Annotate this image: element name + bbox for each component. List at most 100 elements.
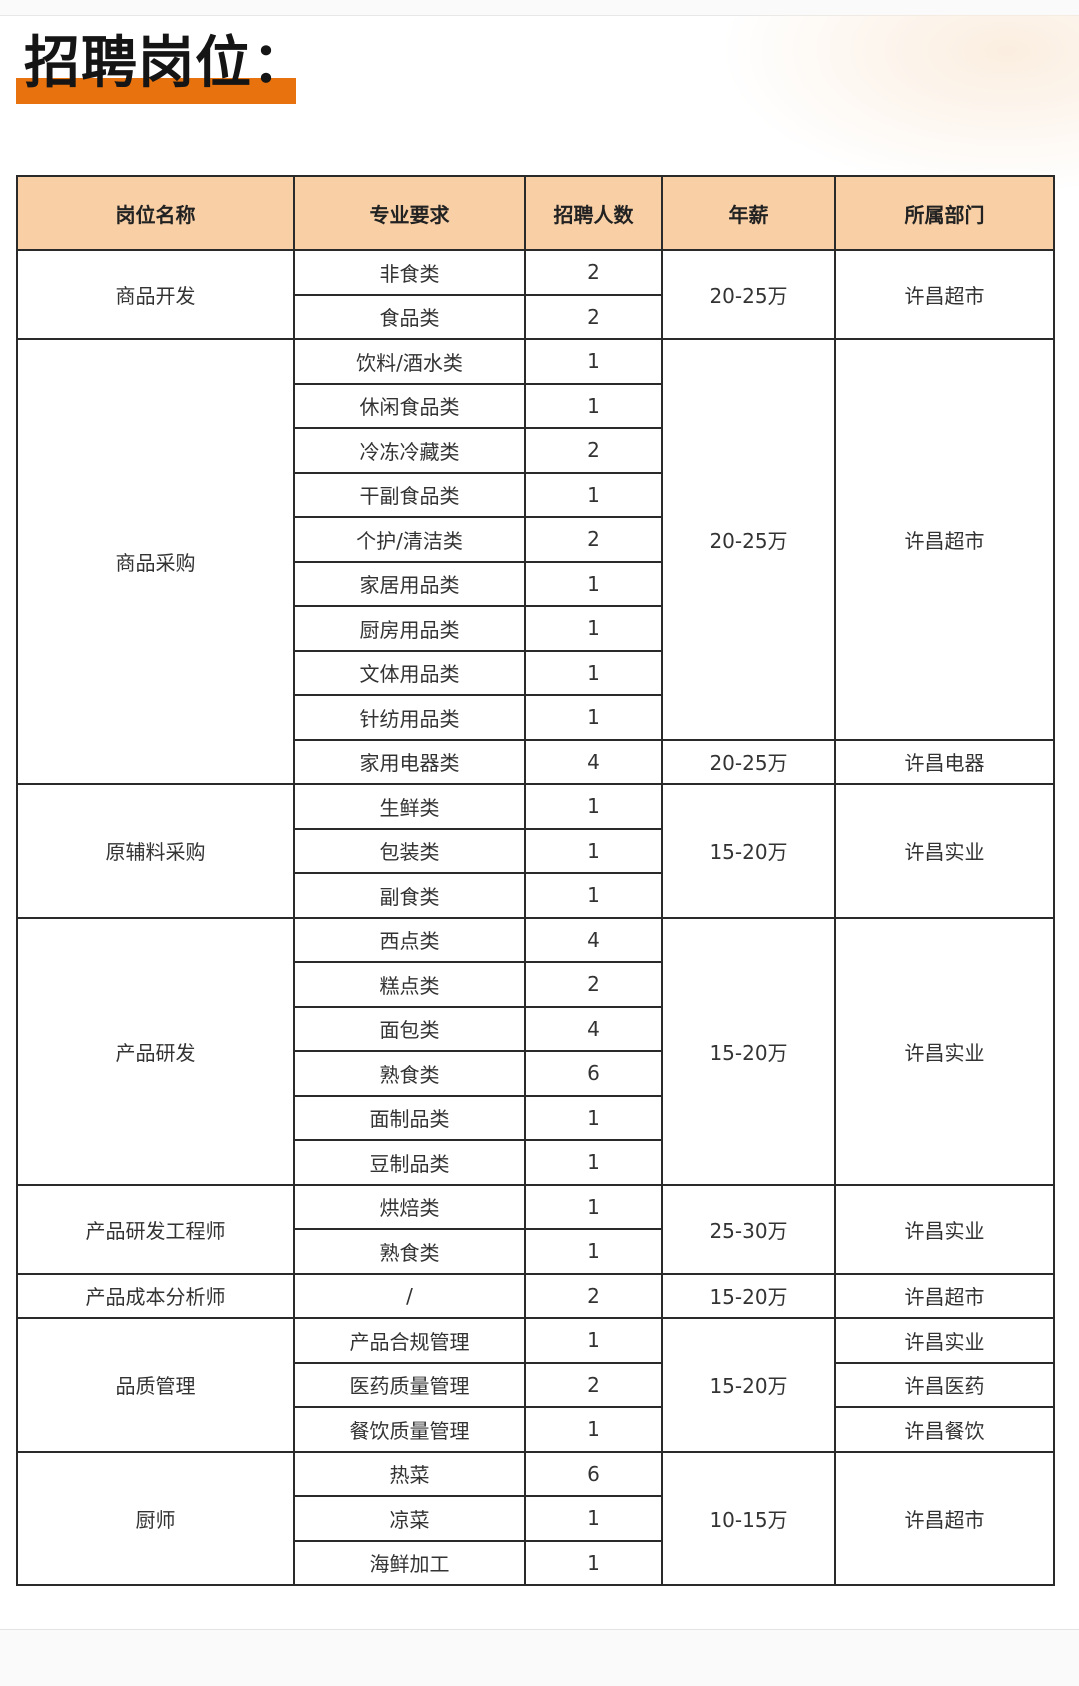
headcount-cell: 1 — [524, 694, 663, 741]
table-row: 豆制品类 1 — [17, 1139, 1054, 1186]
department-cell: 许昌实业 — [834, 916, 1055, 1186]
specialty-cell: 烘焙类 — [293, 1183, 526, 1230]
table-row: 餐饮质量管理 1 许昌餐饮 — [17, 1406, 1055, 1453]
headcount-cell: 1 — [524, 471, 663, 518]
specialty-cell: 包装类 — [293, 827, 526, 874]
headcount-cell: 1 — [524, 649, 663, 696]
table-row: 商品采购 饮料/酒水类 1 20-25万 许昌超市 — [16, 338, 1055, 785]
headcount-cell: 2 — [524, 293, 663, 340]
table-row: 面包类 4 — [17, 1005, 1054, 1052]
table-header-row: 岗位名称 专业要求 招聘人数 年薪 所属部门 — [16, 175, 1055, 251]
headcount-cell: 2 — [524, 1361, 663, 1408]
specialty-cell: 针纺用品类 — [293, 694, 526, 741]
table-row: 凉菜 1 — [17, 1495, 1054, 1542]
headcount-cell: 1 — [524, 1406, 663, 1453]
headcount-cell: 2 — [524, 1272, 663, 1319]
headcount-cell: 4 — [524, 738, 663, 785]
specialty-cell: 熟食类 — [293, 1050, 526, 1097]
headcount-cell: 6 — [524, 1450, 663, 1497]
headcount-cell: 6 — [524, 1050, 663, 1097]
table-row: 品质管理 产品合规管理 1 15-20万 许昌实业 — [16, 1317, 1055, 1453]
specialty-cell: 面包类 — [293, 1005, 526, 1052]
salary-cell: 15-20万 — [661, 916, 836, 1186]
bottom-strip — [0, 1629, 1079, 1686]
specialty-cell: 海鲜加工 — [293, 1539, 526, 1586]
position-name-cell: 产品研发工程师 — [16, 1183, 295, 1275]
specialty-cell: 休闲食品类 — [293, 382, 526, 429]
table-row: 休闲食品类 1 — [17, 382, 1054, 429]
headcount-cell: 2 — [524, 516, 663, 563]
position-name-cell: 原辅料采购 — [16, 783, 295, 919]
specialty-cell: / — [293, 1272, 526, 1319]
table-row: 产品研发工程师 烘焙类 1 25-30万 许昌实业 — [16, 1183, 1055, 1275]
title-underline-bar — [16, 78, 296, 104]
headcount-cell: 4 — [524, 1005, 663, 1052]
specialty-cell: 餐饮质量管理 — [293, 1406, 526, 1453]
table-row: 副食类 1 — [17, 872, 1054, 919]
table-row: 产品成本分析师/2 15-20万 许昌超市 — [16, 1272, 1055, 1319]
salary-cell: 20-25万 — [661, 338, 836, 741]
position-name-cell: 品质管理 — [16, 1317, 295, 1453]
position-name-cell: 厨师 — [16, 1450, 295, 1586]
background-glow — [719, 15, 1079, 195]
header-position: 岗位名称 — [16, 175, 295, 251]
salary-cell: 15-20万 — [661, 783, 836, 919]
specialty-cell: 食品类 — [293, 293, 526, 340]
specialty-cell: 个护/清洁类 — [293, 516, 526, 563]
table-row: 文体用品类 1 — [17, 649, 1054, 696]
position-name-cell: 商品采购 — [16, 338, 295, 785]
specialty-cell: 西点类 — [293, 916, 526, 963]
table-row: 熟食类 6 — [17, 1050, 1054, 1097]
department-cell: 许昌餐饮 — [834, 1406, 1055, 1453]
department-cell: 许昌医药 — [834, 1361, 1055, 1408]
table-row: 原辅料采购 生鲜类 1 15-20万 许昌实业 — [16, 783, 1055, 919]
headcount-cell: 1 — [524, 382, 663, 429]
position-name-cell: 产品研发 — [16, 916, 295, 1186]
specialty-cell: 医药质量管理 — [293, 1361, 526, 1408]
headcount-cell: 1 — [524, 1183, 663, 1230]
salary-cell: 20-25万 — [661, 249, 836, 340]
table-row: 糕点类 2 — [17, 961, 1054, 1008]
salary-cell: 15-20万 — [661, 1272, 836, 1319]
header-department: 所属部门 — [834, 175, 1055, 251]
headcount-cell: 1 — [524, 560, 663, 607]
table-row: 干副食品类 1 — [17, 471, 1054, 518]
department-cell: 许昌超市 — [834, 1450, 1055, 1586]
headcount-cell: 1 — [524, 827, 663, 874]
specialty-cell: 副食类 — [293, 872, 526, 919]
table-row: 产品研发 西点类 4 15-20万 许昌实业 — [16, 916, 1055, 1186]
specialty-cell: 家用电器类 — [293, 738, 526, 785]
table-row: 商品开发 非食类 2 20-25万 许昌超市 — [16, 249, 1055, 340]
specialty-cell: 凉菜 — [293, 1495, 526, 1542]
specialty-cell: 热菜 — [293, 1450, 526, 1497]
table-row: 熟食类 1 — [17, 1228, 1054, 1275]
specialty-cell: 豆制品类 — [293, 1139, 526, 1186]
table-row: 医药质量管理 2 许昌医药 — [17, 1361, 1055, 1408]
department-cell: 许昌超市 — [834, 1272, 1055, 1319]
recruitment-table: 岗位名称 专业要求 招聘人数 年薪 所属部门 商品开发 非食类 2 20-25万 许昌超市 食品类… — [16, 175, 1055, 1586]
specialty-cell: 熟食类 — [293, 1228, 526, 1275]
specialty-cell: 面制品类 — [293, 1094, 526, 1141]
table-row: 冷冻冷藏类 2 — [17, 427, 1054, 474]
headcount-cell: 1 — [524, 783, 663, 830]
specialty-cell: 冷冻冷藏类 — [293, 427, 526, 474]
table-container: 岗位名称 专业要求 招聘人数 年薪 所属部门 商品开发 非食类 2 20-25万 许昌超市 食品类… — [16, 175, 1056, 1629]
header-headcount: 招聘人数 — [524, 175, 663, 251]
specialty-cell: 糕点类 — [293, 961, 526, 1008]
table-row: 家居用品类 1 — [17, 560, 1054, 607]
specialty-cell: 产品合规管理 — [293, 1317, 526, 1364]
table-row: 包装类 1 — [17, 827, 1054, 874]
headcount-cell: 1 — [524, 1495, 663, 1542]
specialty-cell: 文体用品类 — [293, 649, 526, 696]
specialty-cell: 厨房用品类 — [293, 605, 526, 652]
salary-cell: 15-20万 — [661, 1317, 836, 1453]
department-cell: 许昌实业 — [834, 1183, 1055, 1275]
headcount-cell: 1 — [524, 1094, 663, 1141]
headcount-cell: 1 — [524, 872, 663, 919]
table-row: 厨房用品类 1 — [17, 605, 1054, 652]
table-body: 商品开发 非食类 2 20-25万 许昌超市 食品类 2 商品采购 饮料/酒水类 1 20-25万许… — [16, 249, 1055, 1586]
salary-cell: 20-25万 — [661, 738, 836, 785]
headcount-cell: 2 — [524, 249, 663, 296]
headcount-cell: 1 — [524, 1539, 663, 1586]
headcount-cell: 1 — [524, 338, 663, 385]
